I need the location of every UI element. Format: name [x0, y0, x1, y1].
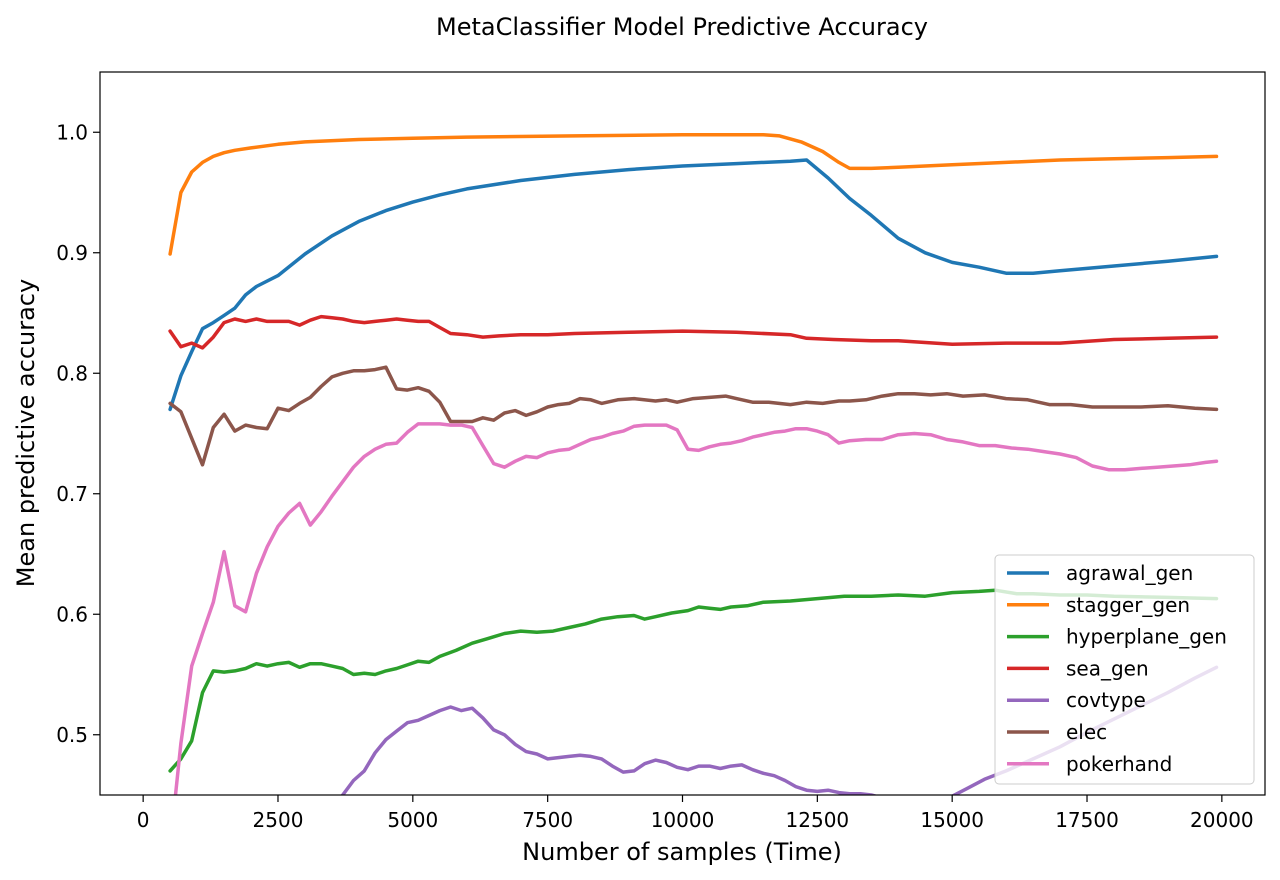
y-tick-label: 0.5	[56, 723, 88, 747]
x-tick-label: 2500	[253, 808, 304, 832]
series-line-pokerhand	[173, 422, 1219, 795]
x-axis-label: Number of samples (Time)	[522, 838, 842, 866]
series-line-hyperplane-gen	[168, 588, 1219, 773]
x-tick-label: 17500	[1055, 808, 1119, 832]
x-tick-label: 10000	[651, 808, 715, 832]
legend-label: pokerhand	[1066, 752, 1172, 776]
series-line-elec	[168, 365, 1219, 467]
y-tick-label: 0.7	[56, 482, 88, 506]
legend-label: covtype	[1066, 688, 1146, 712]
y-axis-label: Mean predictive accuracy	[12, 279, 40, 587]
x-axis: 0 2500 5000 7500 10000 12500 15000 17500 20000	[137, 795, 1254, 832]
legend-frame	[994, 554, 1255, 785]
legend-label: elec	[1066, 720, 1107, 744]
plot-area	[99, 71, 1266, 796]
x-tick-label: 0	[137, 808, 150, 832]
y-axis: 0.5 0.6 0.7 0.8 0.9 1.0	[56, 120, 100, 747]
legend-label: sea_gen	[1066, 656, 1149, 680]
x-tick-label: 20000	[1190, 808, 1254, 832]
legend-label: agrawal_gen	[1066, 561, 1193, 585]
chart-title: MetaClassifier Model Predictive Accuracy	[436, 13, 928, 41]
y-tick-label: 0.6	[56, 602, 88, 626]
series-line-stagger-gen	[168, 132, 1219, 256]
x-tick-label: 5000	[387, 808, 438, 832]
series-line-covtype	[340, 665, 1219, 795]
legend-label: hyperplane_gen	[1066, 625, 1227, 649]
legend-label: stagger_gen	[1066, 593, 1190, 617]
x-tick-label: 15000	[920, 808, 984, 832]
y-tick-label: 0.8	[56, 361, 88, 385]
x-tick-label: 12500	[786, 808, 850, 832]
y-tick-label: 1.0	[56, 120, 88, 144]
x-tick-label: 7500	[522, 808, 573, 832]
legend: agrawal_gen stagger_gen hyperplane_gen sea_…	[994, 554, 1255, 785]
series-line-sea-gen	[168, 314, 1219, 350]
y-tick-label: 0.9	[56, 241, 88, 265]
series-line-agrawal-gen	[168, 158, 1219, 412]
